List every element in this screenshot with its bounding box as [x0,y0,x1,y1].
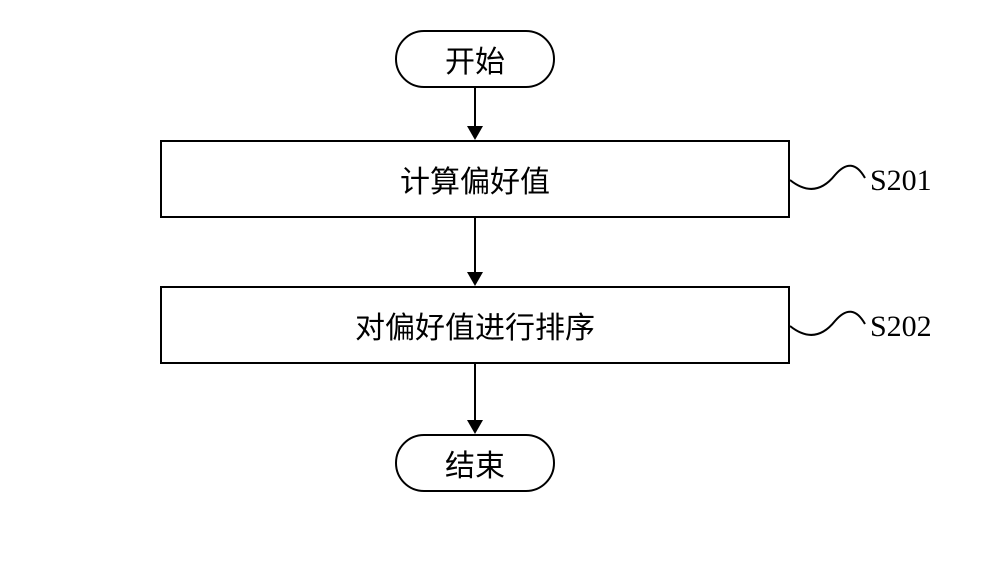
edge-step2-end-head [467,420,483,434]
edge-start-step1-head [467,126,483,140]
label-s201: S201 [870,164,932,198]
end-node: 结束 [395,434,555,492]
label-s202: S202 [870,310,932,344]
connector-s202 [790,296,870,356]
label-s202-text: S202 [870,310,932,343]
edge-step2-end [474,364,476,422]
step1-label: 计算偏好值 [400,157,550,201]
end-label: 结束 [445,441,505,485]
step1-node: 计算偏好值 [160,140,790,218]
start-label: 开始 [445,37,505,81]
step2-node: 对偏好值进行排序 [160,286,790,364]
edge-step1-step2-head [467,272,483,286]
label-s201-text: S201 [870,164,932,197]
connector-s201 [790,150,870,210]
step2-label: 对偏好值进行排序 [355,303,595,347]
edge-step1-step2 [474,218,476,274]
edge-start-step1 [474,88,476,128]
start-node: 开始 [395,30,555,88]
